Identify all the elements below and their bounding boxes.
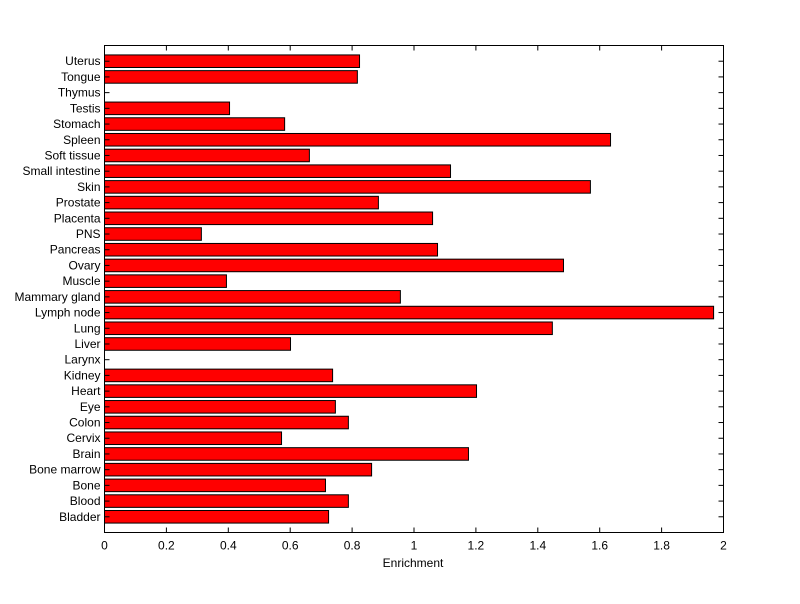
x-tick-label: 0.8 bbox=[344, 539, 361, 553]
y-tick-label: Brain bbox=[72, 447, 100, 461]
bar-liver bbox=[104, 337, 292, 351]
bar-cervix bbox=[104, 431, 283, 446]
x-axis-label: Enrichment bbox=[383, 556, 444, 570]
x-tick-label: 1.6 bbox=[591, 539, 608, 553]
bar-heart bbox=[104, 384, 478, 398]
y-tick-label: Heart bbox=[71, 384, 101, 398]
bar-muscle bbox=[104, 274, 227, 288]
bar-pns bbox=[104, 227, 202, 241]
bar-kidney bbox=[104, 368, 334, 383]
y-tick-label: Spleen bbox=[63, 133, 100, 147]
y-tick-label: Eye bbox=[80, 400, 101, 414]
bar-colon bbox=[104, 415, 349, 430]
bar-placenta bbox=[104, 211, 434, 226]
y-tick-label: Pancreas bbox=[50, 243, 101, 257]
y-tick-label: Bladder bbox=[59, 510, 100, 524]
y-tick-label: Testis bbox=[70, 101, 101, 115]
y-tick-label: Thymus bbox=[58, 86, 101, 100]
y-tick-label: Colon bbox=[69, 416, 100, 430]
y-tick-label: Kidney bbox=[64, 368, 101, 382]
bar-blood bbox=[104, 494, 349, 508]
y-tick-label: Mammary gland bbox=[14, 290, 100, 304]
x-tick-label: 0.6 bbox=[282, 539, 299, 553]
bar-bone-marrow bbox=[104, 462, 373, 477]
y-tick-label: Lymph node bbox=[35, 306, 101, 320]
bar-prostate bbox=[104, 195, 379, 210]
bar-lung bbox=[104, 321, 553, 336]
y-tick-label: Skin bbox=[77, 180, 100, 194]
bar-tongue bbox=[104, 70, 358, 84]
y-tick-label: PNS bbox=[76, 227, 101, 241]
bar-spleen bbox=[104, 132, 612, 147]
bar-testis bbox=[104, 101, 231, 116]
y-tick-label: Liver bbox=[74, 337, 100, 351]
x-tick-label: 1 bbox=[411, 539, 418, 553]
bar-mammary-gland bbox=[104, 290, 401, 304]
x-tick-label: 2 bbox=[720, 539, 727, 553]
y-tick-label: Bone marrow bbox=[29, 463, 101, 477]
y-tick-label: Muscle bbox=[62, 274, 100, 288]
x-tick-label: 0 bbox=[101, 539, 108, 553]
x-tick-label: 0.4 bbox=[220, 539, 237, 553]
x-tick-label: 1.4 bbox=[529, 539, 546, 553]
bar-brain bbox=[104, 447, 469, 461]
bar-lymph-node bbox=[104, 305, 715, 320]
y-tick-label: Prostate bbox=[56, 196, 101, 210]
y-tick-label: Blood bbox=[70, 494, 101, 508]
y-tick-label: Small intestine bbox=[22, 164, 100, 178]
bar-uterus bbox=[104, 54, 361, 68]
bar-skin bbox=[104, 180, 591, 194]
bar-eye bbox=[104, 400, 336, 414]
y-tick-label: Placenta bbox=[54, 211, 101, 225]
x-tick-label: 1.8 bbox=[653, 539, 670, 553]
y-tick-label: Tongue bbox=[61, 70, 101, 84]
bar-ovary bbox=[104, 258, 564, 273]
x-tick-label: 1.2 bbox=[468, 539, 485, 553]
bar-soft-tissue bbox=[104, 148, 310, 163]
bar-stomach bbox=[104, 117, 286, 131]
y-tick-label: Bone bbox=[72, 478, 100, 492]
y-tick-label: Lung bbox=[74, 321, 101, 335]
y-tick-label: Cervix bbox=[66, 431, 100, 445]
bar-bladder bbox=[104, 510, 330, 524]
bar-pancreas bbox=[104, 242, 439, 257]
y-tick-label: Stomach bbox=[53, 117, 100, 131]
x-tick-label: 0.2 bbox=[158, 539, 175, 553]
bar-bone bbox=[104, 478, 326, 493]
y-tick-label: Ovary bbox=[68, 258, 100, 272]
bar-small-intestine bbox=[104, 164, 452, 178]
y-tick-label: Uterus bbox=[65, 54, 100, 68]
y-tick-label: Soft tissue bbox=[44, 148, 100, 162]
plot-frame bbox=[104, 45, 724, 533]
y-tick-label: Larynx bbox=[64, 353, 100, 367]
